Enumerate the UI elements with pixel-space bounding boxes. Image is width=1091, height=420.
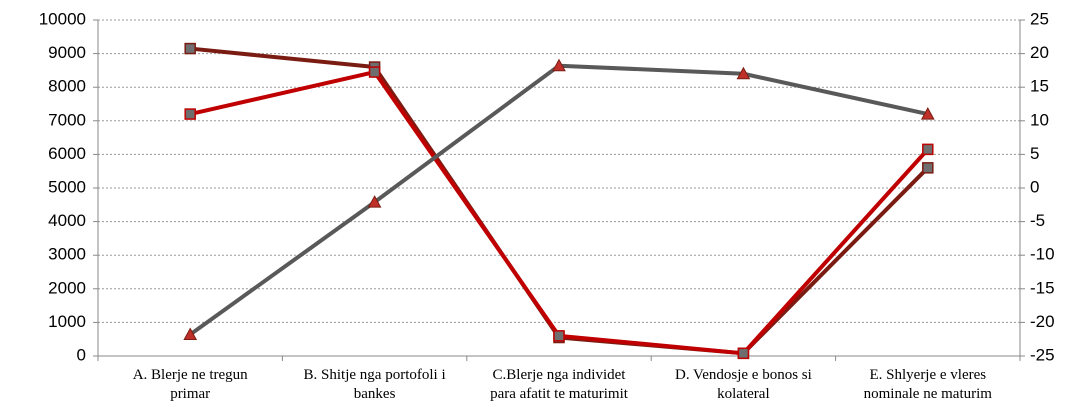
y2-tick-label: 5 bbox=[1030, 144, 1039, 163]
marker bbox=[922, 162, 934, 174]
y2-tick-label: 20 bbox=[1030, 43, 1049, 62]
series-line bbox=[189, 63, 929, 337]
y-tick-label: 4000 bbox=[48, 211, 86, 230]
marker bbox=[183, 327, 198, 340]
y2-tick-label: -20 bbox=[1030, 312, 1055, 331]
y2-tick-label: 0 bbox=[1030, 177, 1039, 196]
y-tick-label: 2000 bbox=[48, 278, 86, 297]
marker bbox=[920, 107, 935, 120]
y-tick-label: 8000 bbox=[48, 77, 86, 96]
marker bbox=[184, 42, 196, 55]
marker bbox=[922, 143, 934, 156]
y-tick-label: 5000 bbox=[48, 177, 86, 196]
y-tick-label: 1000 bbox=[48, 312, 86, 331]
marker bbox=[367, 195, 382, 208]
y2-tick-label: 15 bbox=[1030, 77, 1049, 96]
y2-tick-label: 25 bbox=[1030, 9, 1049, 28]
y-tick-label: 0 bbox=[77, 345, 86, 364]
x-tick-label: A. Blerje ne tregun primar bbox=[132, 367, 248, 402]
y2-tick-label: -15 bbox=[1030, 278, 1055, 297]
marker bbox=[553, 330, 565, 342]
y-tick-label: 9000 bbox=[48, 43, 86, 62]
marker bbox=[368, 66, 381, 78]
marker bbox=[552, 58, 566, 72]
y2-tick-label: -5 bbox=[1030, 211, 1045, 230]
series-line bbox=[190, 46, 930, 356]
x-tick-label: B. Shitje nga portofoli i bankes bbox=[303, 367, 446, 402]
series-line bbox=[189, 70, 930, 356]
y-tick-label: 7000 bbox=[48, 110, 86, 129]
marker bbox=[184, 108, 196, 120]
y-tick-label: 6000 bbox=[48, 144, 86, 163]
marker bbox=[737, 347, 750, 360]
y-tick-label: 10000 bbox=[39, 9, 86, 28]
x-tick-label: D. Vendosje e bonos si kolateral bbox=[674, 367, 812, 402]
y-tick-label: 3000 bbox=[48, 245, 86, 264]
y2-tick-label: 10 bbox=[1030, 110, 1049, 129]
y2-tick-label: -25 bbox=[1030, 345, 1055, 364]
x-tick-label: E. Shlyerje e vleres nominale ne maturim bbox=[863, 367, 992, 402]
y2-tick-label: -10 bbox=[1030, 245, 1055, 264]
marker bbox=[736, 66, 751, 80]
x-tick-label: C.Blerje nga individet para afatit te ma… bbox=[490, 367, 628, 402]
